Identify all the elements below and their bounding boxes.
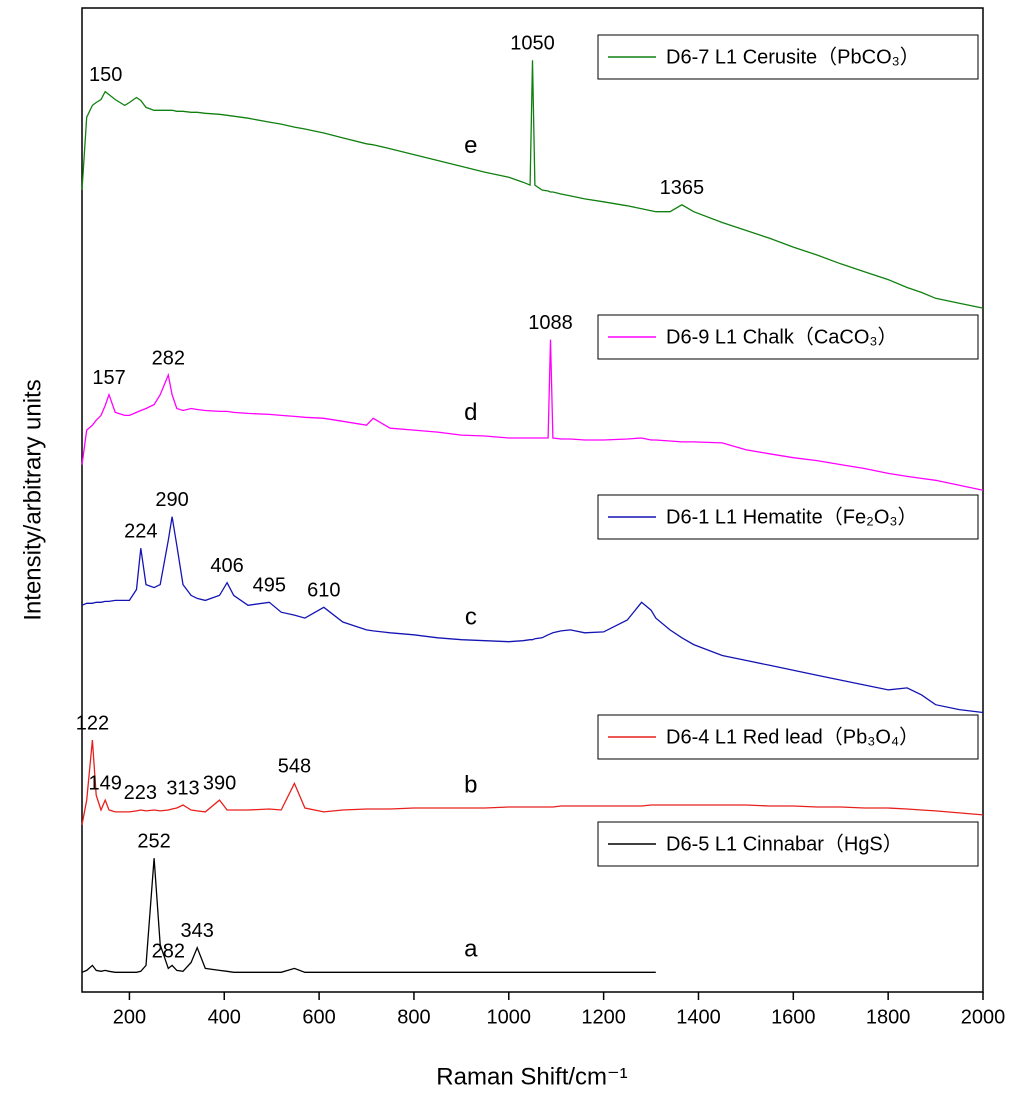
x-axis-label: Raman Shift/cm⁻¹: [436, 1063, 627, 1090]
peak-label: 224: [124, 520, 157, 542]
series-letter: c: [465, 603, 477, 630]
legend-box: [597, 34, 979, 80]
peak-label: 150: [89, 64, 122, 86]
x-tick-label: 400: [208, 1006, 241, 1028]
legend-box: [597, 821, 979, 867]
x-tick-label: 600: [302, 1006, 335, 1028]
x-tick-label: 1400: [676, 1006, 721, 1028]
x-tick-label: 1600: [771, 1006, 816, 1028]
legend-label: D6-5 L1 Cinnabar（HgS）: [666, 832, 903, 855]
x-tick-label: 200: [113, 1006, 146, 1028]
legend-label: D6-9 L1 Chalk（CaCO₃）: [666, 325, 898, 348]
peak-label: 223: [124, 782, 157, 804]
peak-label: 122: [76, 712, 109, 734]
peak-label: 343: [181, 920, 214, 942]
legend-box: [597, 314, 979, 360]
spectrum-line: [81, 60, 984, 309]
peak-label: 290: [155, 489, 188, 511]
spectrum-line: [81, 740, 984, 825]
peak-label: 282: [152, 347, 185, 369]
spectrum-line: [81, 339, 984, 491]
peak-label: 149: [89, 772, 122, 794]
peak-label: 252: [137, 830, 170, 852]
spectrum-line: [81, 516, 984, 714]
plot-frame: [81, 7, 984, 993]
legend-label: D6-1 L1 Hematite（Fe₂O₃）: [666, 505, 918, 528]
peak-label: 548: [278, 756, 311, 778]
peak-label: 390: [203, 772, 236, 794]
legend-box: [597, 494, 979, 540]
spectrum-line: [81, 858, 656, 973]
peak-label: 282: [152, 941, 185, 963]
legend-box: [597, 714, 979, 760]
series-letter: b: [464, 771, 477, 798]
x-tick-label: 1000: [487, 1006, 532, 1028]
series-letter: d: [464, 399, 477, 426]
legend-label: D6-4 L1 Red lead（Pb₃O₄）: [666, 725, 919, 748]
peak-label: 406: [210, 555, 243, 577]
x-tick-label: 800: [397, 1006, 430, 1028]
peak-label: 313: [166, 777, 199, 799]
peak-label: 610: [307, 580, 340, 602]
peak-label: 1050: [510, 32, 555, 54]
series-letter: a: [464, 936, 478, 963]
x-tick-label: 1800: [866, 1006, 911, 1028]
series-letter: e: [464, 132, 477, 159]
x-tick-label: 2000: [961, 1006, 1006, 1028]
peak-label: 1365: [660, 177, 705, 199]
peak-label: 495: [253, 575, 286, 597]
peak-label: 157: [92, 367, 125, 389]
x-tick-label: 1200: [581, 1006, 626, 1028]
peak-label: 1088: [528, 312, 573, 334]
y-axis-label: Intensity/arbitrary units: [19, 379, 46, 620]
legend-label: D6-7 L1 Cerusite（PbCO₃）: [666, 45, 920, 68]
